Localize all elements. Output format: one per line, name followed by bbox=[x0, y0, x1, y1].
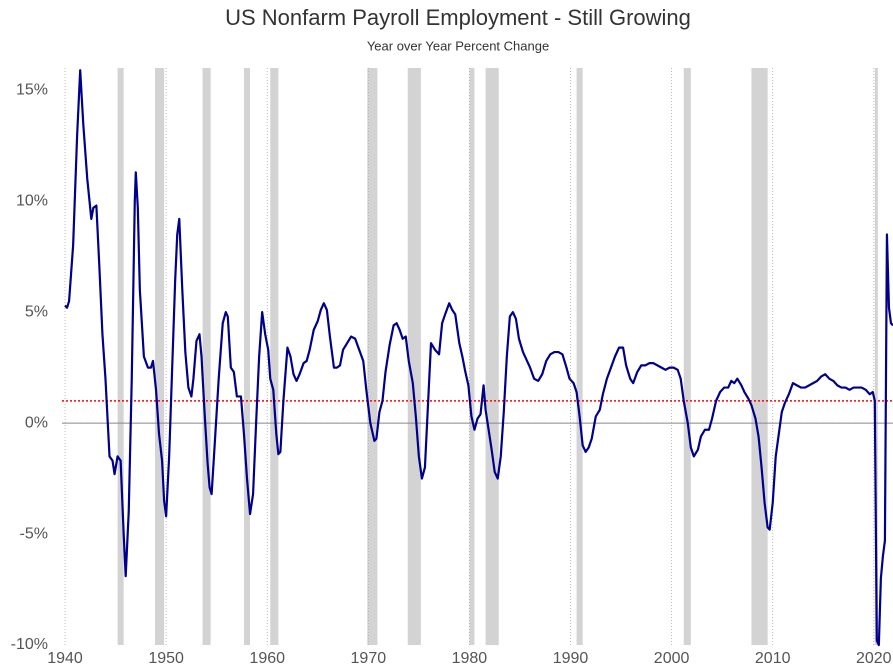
y-tick-label: 0% bbox=[25, 414, 48, 431]
x-tick-label: 1950 bbox=[148, 650, 184, 667]
recession-band bbox=[367, 68, 378, 645]
chart-subtitle: Year over Year Percent Change bbox=[367, 38, 549, 53]
x-tick-label: 1960 bbox=[249, 650, 285, 667]
x-tick-label: 1970 bbox=[351, 650, 387, 667]
recession-band bbox=[751, 68, 768, 645]
y-tick-label: -5% bbox=[20, 525, 48, 542]
y-tick-label: -10% bbox=[11, 636, 48, 653]
x-tick-label: 1940 bbox=[47, 650, 83, 667]
data-line bbox=[64, 69, 893, 647]
y-tick-label: 15% bbox=[16, 81, 48, 98]
x-tick-label: 1990 bbox=[553, 650, 589, 667]
y-tick-label: 10% bbox=[16, 192, 48, 209]
y-tick-label: 5% bbox=[25, 303, 48, 320]
recession-band bbox=[485, 68, 499, 645]
recession-band bbox=[202, 68, 211, 645]
x-tick-label: 2010 bbox=[755, 650, 791, 667]
x-tick-label: 2020 bbox=[856, 650, 892, 667]
recession-band bbox=[469, 68, 475, 645]
recession-band bbox=[407, 68, 421, 645]
recession-band bbox=[117, 68, 124, 645]
recession-band bbox=[683, 68, 691, 645]
recession-band bbox=[243, 68, 251, 645]
x-tick-label: 2000 bbox=[654, 650, 690, 667]
recession-band bbox=[270, 68, 279, 645]
chart-title: US Nonfarm Payroll Employment - Still Gr… bbox=[225, 5, 691, 30]
recession-band bbox=[576, 68, 583, 645]
recession-band bbox=[155, 68, 165, 645]
recession-band bbox=[874, 68, 878, 645]
x-tick-label: 1980 bbox=[452, 650, 488, 667]
